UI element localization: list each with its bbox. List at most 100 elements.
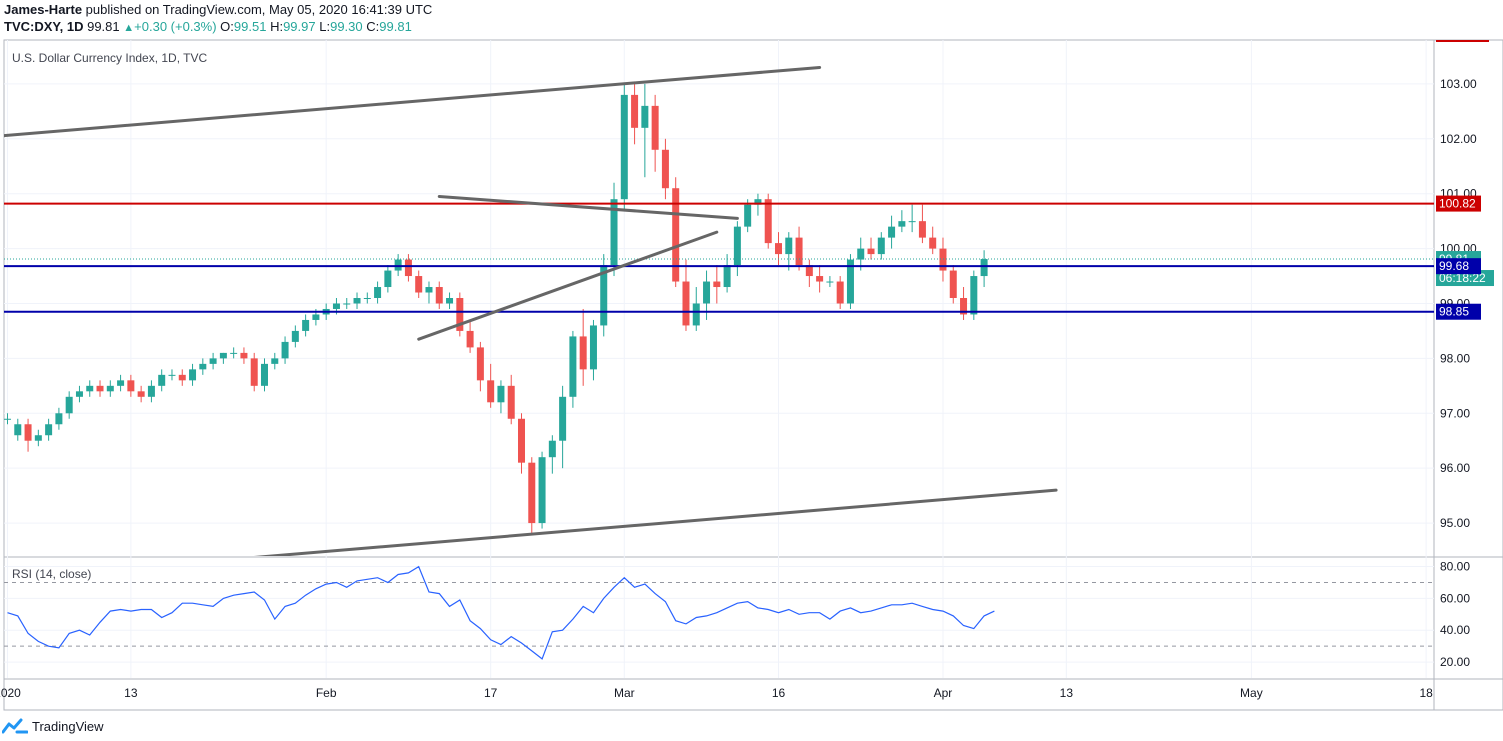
candle-body bbox=[250, 358, 258, 386]
candle-body bbox=[240, 352, 248, 359]
candle-body bbox=[970, 276, 978, 315]
candle-body bbox=[960, 298, 968, 315]
candle-body bbox=[435, 287, 443, 304]
candle-body bbox=[384, 270, 392, 288]
candle-body bbox=[425, 287, 433, 293]
y-tick-label: 103.00 bbox=[1440, 77, 1477, 91]
change-value: +0.30 (+0.3%) bbox=[134, 19, 217, 34]
candle-body bbox=[137, 391, 145, 397]
symbol-label: TVC:DXY, 1D bbox=[4, 19, 84, 34]
candle-body bbox=[723, 265, 731, 288]
candle-body bbox=[507, 385, 515, 419]
candle-body bbox=[805, 265, 813, 277]
tradingview-logo-icon[interactable] bbox=[2, 717, 28, 735]
y-tick-label: 95.00 bbox=[1440, 516, 1470, 530]
candle-body bbox=[86, 385, 94, 392]
candle-body bbox=[219, 352, 227, 359]
trendline[interactable] bbox=[437, 194, 739, 220]
trendline[interactable] bbox=[417, 230, 719, 341]
level-label-bg bbox=[1436, 258, 1481, 275]
candle-body bbox=[733, 226, 741, 266]
candle-body bbox=[404, 259, 412, 277]
candle-body bbox=[559, 396, 567, 441]
candle-body bbox=[261, 363, 268, 386]
rsi-title: RSI (14, close) bbox=[12, 567, 91, 581]
candle-body bbox=[96, 385, 104, 392]
candle-body bbox=[497, 385, 505, 403]
x-tick-label: Mar bbox=[614, 686, 635, 700]
candle-body bbox=[446, 298, 454, 304]
candle-body bbox=[363, 298, 371, 299]
level-label-bg bbox=[1436, 195, 1481, 212]
chart-frame bbox=[3, 39, 1503, 711]
candle-body bbox=[178, 374, 186, 381]
candle-body bbox=[55, 413, 63, 425]
level-label: 98.85 bbox=[1439, 305, 1469, 319]
open-value: 99.51 bbox=[233, 19, 267, 34]
candle-body bbox=[271, 358, 279, 364]
candle-body bbox=[682, 281, 690, 326]
candle-body bbox=[610, 199, 618, 266]
candle-body bbox=[34, 435, 42, 441]
candle-body bbox=[476, 347, 484, 381]
rsi-line bbox=[7, 565, 995, 660]
candle-body bbox=[117, 380, 125, 386]
candle-body bbox=[538, 457, 546, 524]
candle-body bbox=[857, 248, 865, 260]
candle-body bbox=[199, 363, 207, 370]
candle-body bbox=[4, 418, 11, 420]
countdown-label: 06:18:22 bbox=[1439, 271, 1486, 285]
trendline[interactable] bbox=[141, 488, 1058, 567]
candle-body bbox=[487, 380, 495, 403]
candle-body bbox=[415, 276, 423, 293]
candle-body bbox=[651, 105, 659, 150]
x-tick-label: 16 bbox=[772, 686, 786, 700]
author-name[interactable]: James-Harte bbox=[4, 2, 83, 17]
x-tick-label: 13 bbox=[124, 686, 138, 700]
level-label: 99.68 bbox=[1439, 259, 1469, 273]
rsi-tick-label: 60.00 bbox=[1440, 591, 1470, 605]
high-label: H: bbox=[270, 19, 284, 34]
rsi-tick-label: 80.00 bbox=[1440, 560, 1470, 574]
candle-body bbox=[939, 248, 947, 271]
candle-body bbox=[466, 330, 474, 348]
candle-body bbox=[374, 287, 382, 298]
close-value: 99.81 bbox=[379, 19, 412, 34]
candle-body bbox=[775, 243, 782, 255]
candle-body bbox=[189, 369, 197, 381]
candle-body bbox=[291, 330, 299, 342]
x-tick-label: May bbox=[1240, 686, 1263, 700]
candle-body bbox=[795, 237, 803, 266]
y-tick-label: 97.00 bbox=[1440, 406, 1470, 420]
candle-body bbox=[631, 94, 639, 128]
footer: TradingView bbox=[2, 716, 104, 736]
chart-title: U.S. Dollar Currency Index, 1D, TVC bbox=[12, 51, 208, 65]
candle-body bbox=[343, 303, 351, 305]
candle-body bbox=[332, 303, 340, 309]
close-label: C: bbox=[366, 19, 380, 34]
high-value: 99.97 bbox=[283, 19, 316, 34]
candle-body bbox=[312, 314, 320, 320]
x-tick-label: 2020 bbox=[0, 686, 21, 700]
x-tick-label: Feb bbox=[316, 686, 337, 700]
x-tick-label: 18 bbox=[1419, 686, 1433, 700]
candle-body bbox=[127, 380, 135, 392]
candle-body bbox=[24, 424, 32, 441]
candle-body bbox=[980, 259, 988, 277]
y-tick-label: 96.00 bbox=[1440, 461, 1470, 475]
candle-body bbox=[898, 221, 906, 227]
trendline[interactable] bbox=[0, 65, 822, 138]
candle-body bbox=[867, 248, 875, 255]
footer-brand[interactable]: TradingView bbox=[32, 718, 104, 734]
candle-body bbox=[14, 424, 22, 436]
candle-body bbox=[230, 352, 238, 354]
candle-body bbox=[158, 374, 166, 386]
candle-body bbox=[703, 281, 711, 304]
candle-body bbox=[877, 237, 885, 255]
y-tick-label: 98.00 bbox=[1440, 351, 1470, 365]
candle-body bbox=[846, 259, 854, 304]
candle-body bbox=[918, 221, 926, 238]
candle-body bbox=[744, 204, 752, 227]
candle-body bbox=[785, 237, 793, 255]
